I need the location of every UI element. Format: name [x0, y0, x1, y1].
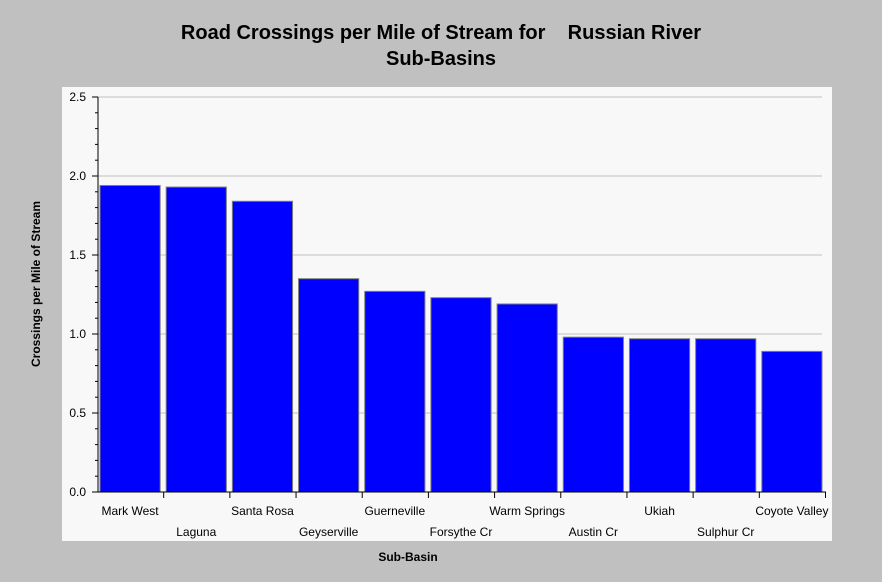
bar — [298, 278, 360, 493]
x-tick-label: Sulphur Cr — [697, 525, 754, 539]
y-tick-label: 1.5 — [69, 248, 86, 262]
bar — [165, 186, 227, 493]
y-axis-title: Crossings per Mile of Stream — [29, 201, 43, 367]
bar — [761, 350, 823, 493]
y-tick-label: 1.0 — [69, 327, 86, 341]
x-tick-label: Mark West — [102, 504, 160, 518]
bar — [430, 297, 492, 493]
x-tick-label: Warm Springs — [489, 504, 565, 518]
y-tick-label: 2.5 — [69, 90, 86, 104]
chart-subtitle: Sub-Basins — [385, 48, 497, 70]
bar — [364, 290, 426, 493]
x-tick-label: Laguna — [176, 525, 216, 539]
bar — [99, 184, 161, 493]
bar — [231, 200, 294, 493]
x-tick-label: Forsythe Cr — [430, 525, 493, 539]
bar — [695, 338, 757, 493]
bar — [562, 336, 624, 493]
x-tick-label: Ukiah — [644, 504, 675, 518]
chart-title: Road Crossings per Mile of Stream for Ru… — [180, 22, 702, 44]
bar — [496, 303, 558, 493]
x-tick-label: Santa Rosa — [231, 504, 294, 518]
y-tick-label: 2.0 — [69, 169, 86, 183]
x-axis-title: Sub-Basin — [378, 550, 437, 564]
y-tick-label: 0.5 — [69, 406, 86, 420]
x-tick-label: Guerneville — [364, 504, 425, 518]
y-tick-label: 0.0 — [69, 485, 86, 499]
bar — [628, 338, 691, 493]
x-tick-label: Austin Cr — [569, 525, 618, 539]
x-tick-label: Geyserville — [299, 525, 359, 539]
x-tick-label: Coyote Valley — [755, 504, 828, 518]
